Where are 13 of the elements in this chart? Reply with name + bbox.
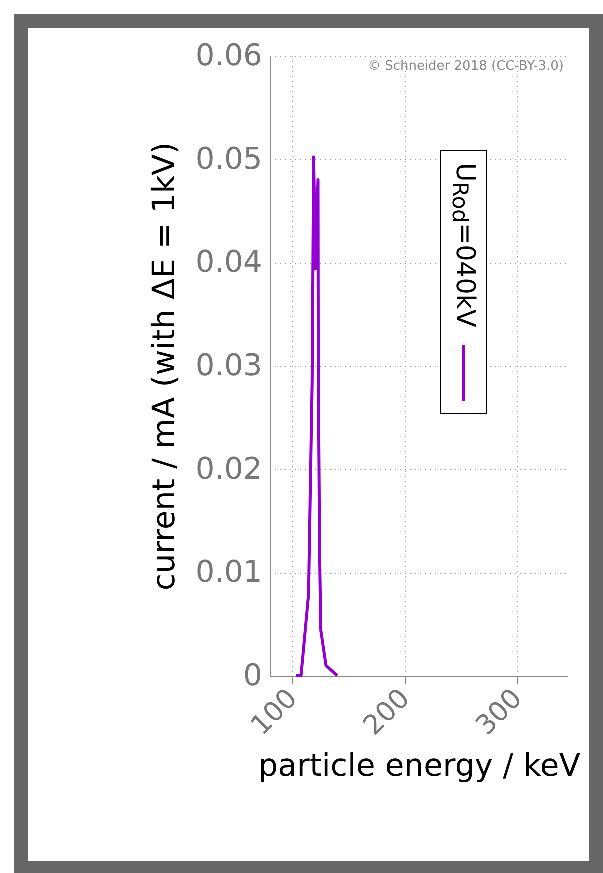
y-tick-label: 0 [243,658,262,694]
y-tick-label: 0.04 [196,245,262,280]
y-tick-label: 0.05 [196,142,262,177]
x-tick-label: 300 [470,683,529,742]
annotation: © Schneider 2018 (CC-BY-3.0) [368,59,564,74]
x-tick-label: 200 [358,683,416,742]
x-axis-title: particle energy / keV [258,748,581,784]
y-tick-label: 0.03 [196,348,262,384]
y-tick-label: 0.02 [196,452,262,487]
y-axis-title: current / mA (with ΔE = 1kV) [146,142,183,591]
line-series [294,156,339,678]
y-tick-label: 0.01 [196,555,262,590]
y-tick-label: 0.06 [196,38,262,74]
